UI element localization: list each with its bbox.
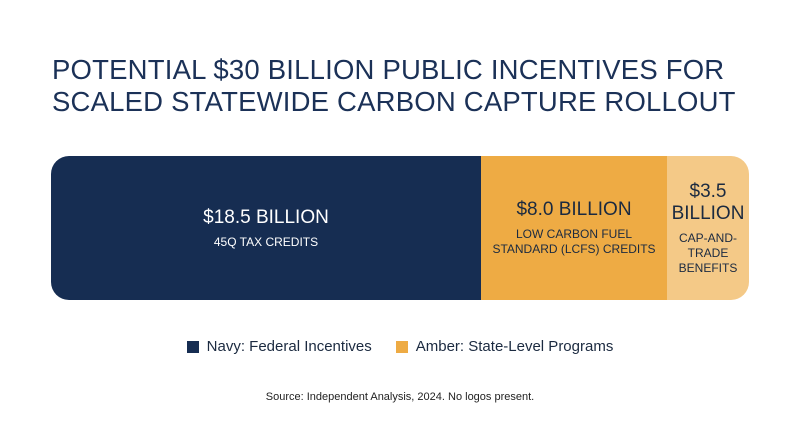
segment-description-line: TRADE [687,245,729,260]
legend-label: Amber: State-Level Programs [415,338,614,355]
legend-item-2: Amber: State-Level Programs [395,338,614,355]
segment-value-line: BILLION [671,202,745,224]
segment-description: CAP-AND- TRADE BENEFITS [679,231,738,276]
segment-description-line: STANDARD (LCFS) CREDITS [492,242,656,256]
segment-description-line: 45Q TAX CREDITS [213,234,319,249]
bar-segment-1: $18.5 BILLION 45Q TAX CREDITS [51,156,481,300]
segment-value-label: $18.5 BILLION [203,207,329,229]
segment-value-line: $3.5 [689,180,727,202]
segment-description-line: BENEFITS [678,260,738,275]
legend-label: Navy: Federal Incentives [206,338,372,355]
legend-swatch [395,340,408,353]
segment-description-line: LOW CARBON FUEL [515,227,632,241]
segment-description: LOW CARBON FUEL STANDARD (LCFS) CREDITS [492,227,655,257]
segment-value-label: $3.5 BILLION [672,181,745,225]
source-note: Source: Independent Analysis, 2024. No l… [265,391,535,403]
segment-description-line: CAP-AND- [678,230,737,245]
bar-segment-3: $3.5 BILLION CAP-AND- TRADE BENEFITS [667,156,749,300]
segment-value-line: $18.5 BILLION [203,206,329,228]
legend-swatch [186,340,199,353]
bar-segment-2: $8.0 BILLION LOW CARBON FUEL STANDARD (LCF… [481,156,667,300]
stacked-bar: $18.5 BILLION 45Q TAX CREDITS $8.0 BILLION… [51,156,749,300]
segment-value-line: $8.0 BILLION [516,199,632,220]
segment-description: 45Q TAX CREDITS [214,235,318,250]
legend-item-1: Navy: Federal Incentives [186,338,372,355]
chart-title-line-1: POTENTIAL $30 BILLION PUBLIC INCENTIVES … [52,54,725,85]
segment-value-label: $8.0 BILLION [516,199,631,221]
chart-title: POTENTIAL $30 BILLION PUBLIC INCENTIVES … [52,54,772,118]
chart-title-line-2: SCALED STATEWIDE CARBON CAPTURE ROLLOUT [52,86,736,117]
legend: Navy: Federal Incentives Amber: State-Lev… [0,338,800,355]
